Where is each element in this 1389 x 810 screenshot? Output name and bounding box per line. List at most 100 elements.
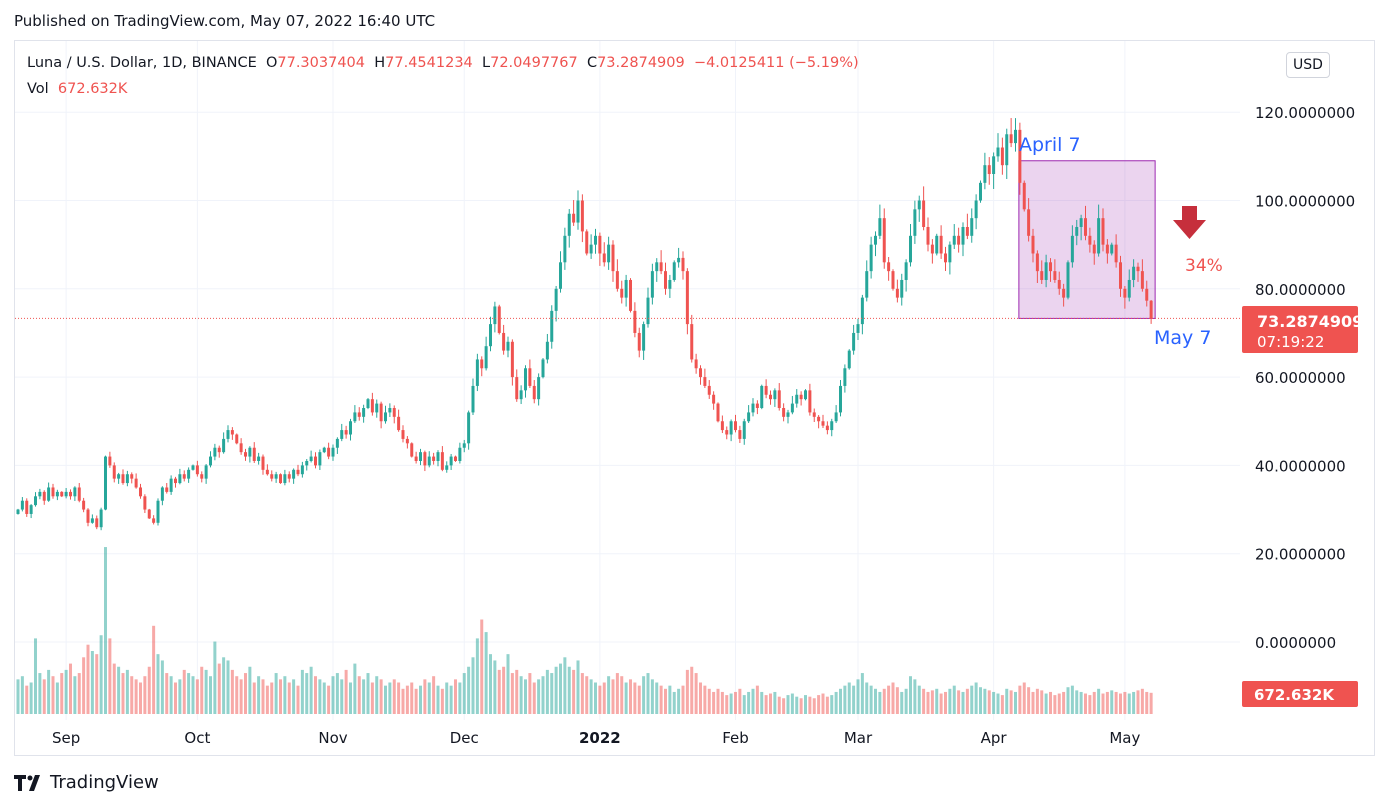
candle-body xyxy=(874,235,877,245)
candle-body xyxy=(629,279,632,311)
volume-bar xyxy=(296,685,300,714)
volume-bar xyxy=(187,673,191,714)
volume-bar xyxy=(125,669,129,714)
candle-body xyxy=(226,430,230,439)
volume-bar xyxy=(1066,687,1070,714)
candle-body xyxy=(637,332,641,351)
candle-body xyxy=(274,474,278,479)
chart-frame[interactable] xyxy=(14,40,1375,756)
candle-body xyxy=(1022,182,1026,210)
candle-body xyxy=(1057,279,1061,289)
candle-body xyxy=(878,218,882,236)
candle-body xyxy=(550,310,554,342)
candle-body xyxy=(1132,266,1136,280)
candle-body xyxy=(384,412,387,422)
candle-body xyxy=(248,447,252,457)
volume-bar xyxy=(1084,693,1087,714)
price-tick-label: 20.0000000 xyxy=(1255,546,1346,564)
candle-body xyxy=(349,421,352,435)
volume-bar xyxy=(379,679,383,714)
currency-button[interactable]: USD xyxy=(1286,52,1330,78)
highlight-box xyxy=(1018,160,1156,319)
volume-bar xyxy=(594,682,597,714)
volume-bar xyxy=(327,685,331,714)
candle-body xyxy=(1018,129,1022,183)
volume-bar xyxy=(1123,691,1127,714)
tradingview-logo[interactable]: TradingView xyxy=(14,772,159,793)
volume-bar xyxy=(423,679,427,714)
volume-bar xyxy=(314,676,317,714)
volume-bar xyxy=(200,666,204,714)
candle-body xyxy=(830,421,834,431)
candle-body xyxy=(362,408,366,417)
candle-body xyxy=(1101,218,1105,245)
volume-bar xyxy=(419,685,422,714)
candle-body xyxy=(992,156,996,175)
candle-body xyxy=(305,460,309,466)
candle-body xyxy=(60,491,64,497)
volume-bar xyxy=(112,663,116,714)
volume-bar xyxy=(720,691,724,714)
candle-body xyxy=(69,491,72,497)
volume-bar xyxy=(397,682,401,714)
candle-body xyxy=(440,452,444,470)
candle-body xyxy=(392,408,396,417)
candle-body xyxy=(987,165,991,175)
volume-bar xyxy=(751,688,755,714)
volume-bar xyxy=(668,685,672,714)
candle-body xyxy=(970,218,974,236)
volume-bar xyxy=(484,632,488,714)
candle-body xyxy=(121,474,125,484)
candle-body xyxy=(388,408,392,413)
candle-body xyxy=(270,474,274,479)
candle-body xyxy=(904,262,908,280)
candle-body xyxy=(340,430,344,439)
candle-body xyxy=(655,262,659,272)
volume-bar xyxy=(808,696,812,714)
candle-body xyxy=(1119,262,1122,289)
candle-body xyxy=(821,421,825,426)
volume-bar xyxy=(633,682,637,714)
candle-body xyxy=(615,271,619,289)
candle-body xyxy=(777,390,781,409)
bar-countdown: 07:19:22 xyxy=(1257,333,1324,351)
volume-bar xyxy=(559,663,562,714)
candle-body xyxy=(1092,244,1096,254)
candle-body xyxy=(230,430,234,435)
volume-value: 672.632K xyxy=(57,81,128,97)
candle-body xyxy=(519,390,523,400)
candle-body xyxy=(405,438,409,444)
volume-bar xyxy=(213,641,217,714)
volume-bar xyxy=(655,682,659,714)
candle-body xyxy=(209,456,212,466)
candle-body xyxy=(611,244,615,272)
candle-body xyxy=(156,500,160,523)
volume-bar xyxy=(475,638,479,714)
volume-bar xyxy=(782,698,786,714)
candle-body xyxy=(370,399,374,413)
candle-body xyxy=(99,509,103,528)
volume-bar xyxy=(992,691,996,714)
last-price-badge xyxy=(1242,306,1358,353)
candle-body xyxy=(1027,209,1031,236)
candle-body xyxy=(178,474,182,484)
volume-bar xyxy=(747,691,751,714)
volume-bar xyxy=(222,657,226,714)
low-label: L xyxy=(482,55,491,71)
tradingview-logo-icon xyxy=(14,774,40,791)
volume-bar xyxy=(309,666,313,714)
annotation-end-date: May 7 xyxy=(1154,327,1211,349)
candle-body xyxy=(191,465,195,470)
candle-body xyxy=(165,487,169,492)
volume-bar xyxy=(716,688,720,714)
candle-body xyxy=(235,434,239,444)
candle-body xyxy=(668,279,672,289)
candle-body xyxy=(983,165,987,183)
volume-bar xyxy=(226,660,230,714)
volume-bar xyxy=(1040,690,1044,714)
candle-body xyxy=(187,469,191,479)
volume-bar xyxy=(948,688,952,714)
time-tick-label: Oct xyxy=(184,729,210,747)
candle-body xyxy=(130,474,134,479)
